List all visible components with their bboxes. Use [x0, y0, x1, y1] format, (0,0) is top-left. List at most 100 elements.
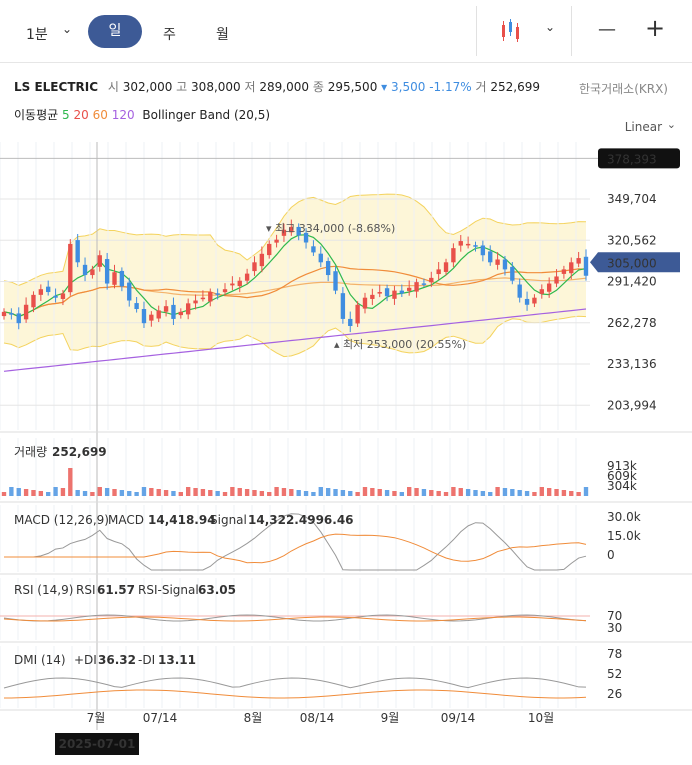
candlestick-icon[interactable]: [500, 19, 524, 43]
price-tick-label: 233,136: [607, 357, 657, 371]
candle-body: [289, 226, 294, 233]
candle-body: [517, 284, 522, 298]
volume-bar: [384, 490, 390, 496]
dmi-mdi-line: [3, 689, 587, 699]
quote-header: LS ELECTRIC 시 302,000 고 308,000 저 289,00…: [0, 72, 692, 134]
dmi-mdi-label: -DI: [138, 653, 155, 667]
volume-bar: [75, 490, 80, 496]
candle-body: [252, 262, 257, 272]
volume-bar: [333, 489, 338, 496]
candle-body: [208, 292, 213, 302]
candle-body: [473, 245, 478, 247]
volume-bar: [60, 488, 66, 496]
volume-bar: [68, 468, 73, 496]
toolbar: 1분 ⌄ 일 주 월 ⌄ — +: [0, 0, 692, 62]
candle-body: [421, 283, 427, 285]
candle-body: [53, 295, 58, 298]
crosshair-date-label: 2025-07-01: [59, 737, 136, 751]
volume-bar: [355, 492, 360, 496]
volume-bar: [524, 491, 530, 496]
volume-bar: [281, 488, 287, 496]
candle-body: [97, 255, 102, 267]
macd-line-label: MACD: [108, 513, 144, 527]
volume-bar: [156, 489, 161, 496]
candle-body: [215, 293, 220, 295]
x-tick-label: 10월: [528, 711, 554, 725]
volume-bar: [38, 491, 44, 496]
crosshair-price-label: 378,393: [607, 152, 657, 166]
zoom-in-button[interactable]: +: [645, 14, 666, 42]
volume-bar: [473, 490, 478, 496]
interval-select[interactable]: 1분: [26, 27, 48, 43]
candle-body: [23, 304, 29, 320]
tab-month[interactable]: 월: [216, 27, 229, 43]
candle-body: [546, 283, 552, 292]
candle-body: [1, 311, 7, 317]
tab-day[interactable]: 일: [88, 15, 142, 48]
volume-bar: [9, 487, 14, 496]
volume-bar: [546, 488, 552, 496]
ma5-label: 5: [62, 108, 70, 122]
volume-bar: [443, 492, 449, 496]
price-tick-label: 203,994: [607, 398, 657, 412]
chevron-down-icon[interactable]: ⌄: [666, 118, 676, 131]
volume-label: 거: [475, 80, 487, 94]
volume-bar: [532, 492, 537, 496]
volume-bar: [370, 488, 375, 496]
candle-body: [414, 282, 419, 292]
x-tick-label: 09/14: [441, 711, 476, 725]
volume-bar: [340, 490, 346, 496]
volume-bar: [149, 488, 154, 496]
volume-bar: [407, 487, 412, 496]
candle-body: [237, 280, 242, 287]
dmi-pdi-value: 36.32: [98, 653, 136, 667]
volume-bar: [237, 488, 242, 496]
stock-name: LS ELECTRIC: [14, 80, 99, 94]
x-tick-label: 8월: [244, 711, 263, 725]
candle-body: [465, 243, 471, 246]
current-price-label: 305,000: [607, 256, 657, 270]
tab-week[interactable]: 주: [163, 27, 176, 43]
volume-bar: [502, 488, 508, 496]
candle-body: [480, 245, 486, 256]
candle-body: [193, 300, 198, 304]
candle-body: [60, 293, 66, 299]
volume-bar: [134, 492, 139, 496]
chevron-down-icon[interactable]: ⌄: [62, 22, 73, 36]
zoom-out-button[interactable]: —: [598, 19, 616, 40]
candle-body: [222, 289, 228, 293]
exchange-label: 한국거래소(KRX): [579, 82, 668, 96]
price-tick-label: 291,420: [607, 275, 657, 289]
candle-body: [458, 241, 463, 246]
volume-bar: [569, 491, 574, 496]
volume-bar: [208, 490, 213, 496]
current-price-box: [590, 252, 680, 273]
volume-bar: [112, 489, 117, 496]
high-label: 고: [176, 80, 188, 94]
candle-body: [82, 264, 88, 276]
volume-bar: [274, 487, 279, 496]
candle-body: [141, 309, 147, 324]
scale-mode-select[interactable]: Linear: [624, 120, 662, 134]
candle-body: [178, 311, 183, 316]
high-annotation: ▾ 최고 334,000 (-8.68%): [266, 222, 395, 235]
macd-value: 14,418.94: [148, 513, 216, 527]
candle-body: [200, 297, 206, 300]
close-label: 종: [312, 80, 324, 94]
candle-body: [539, 289, 544, 294]
dmi-tick-label: 52: [607, 667, 622, 681]
candle-body: [104, 259, 110, 284]
candle-body: [576, 258, 581, 264]
chevron-down-icon[interactable]: ⌄: [545, 20, 556, 34]
candle-body: [31, 294, 36, 308]
candle-body: [392, 290, 397, 299]
candle-body: [362, 297, 368, 309]
price-tick-label: 320,562: [607, 233, 657, 247]
candle-body: [171, 304, 176, 319]
rsi-tick-70: 70: [607, 609, 622, 623]
volume-bar: [296, 490, 301, 496]
macd-tick-label: 30.0k: [607, 510, 641, 524]
macd-tick-label: 0: [607, 548, 615, 562]
candle-body: [532, 297, 537, 304]
